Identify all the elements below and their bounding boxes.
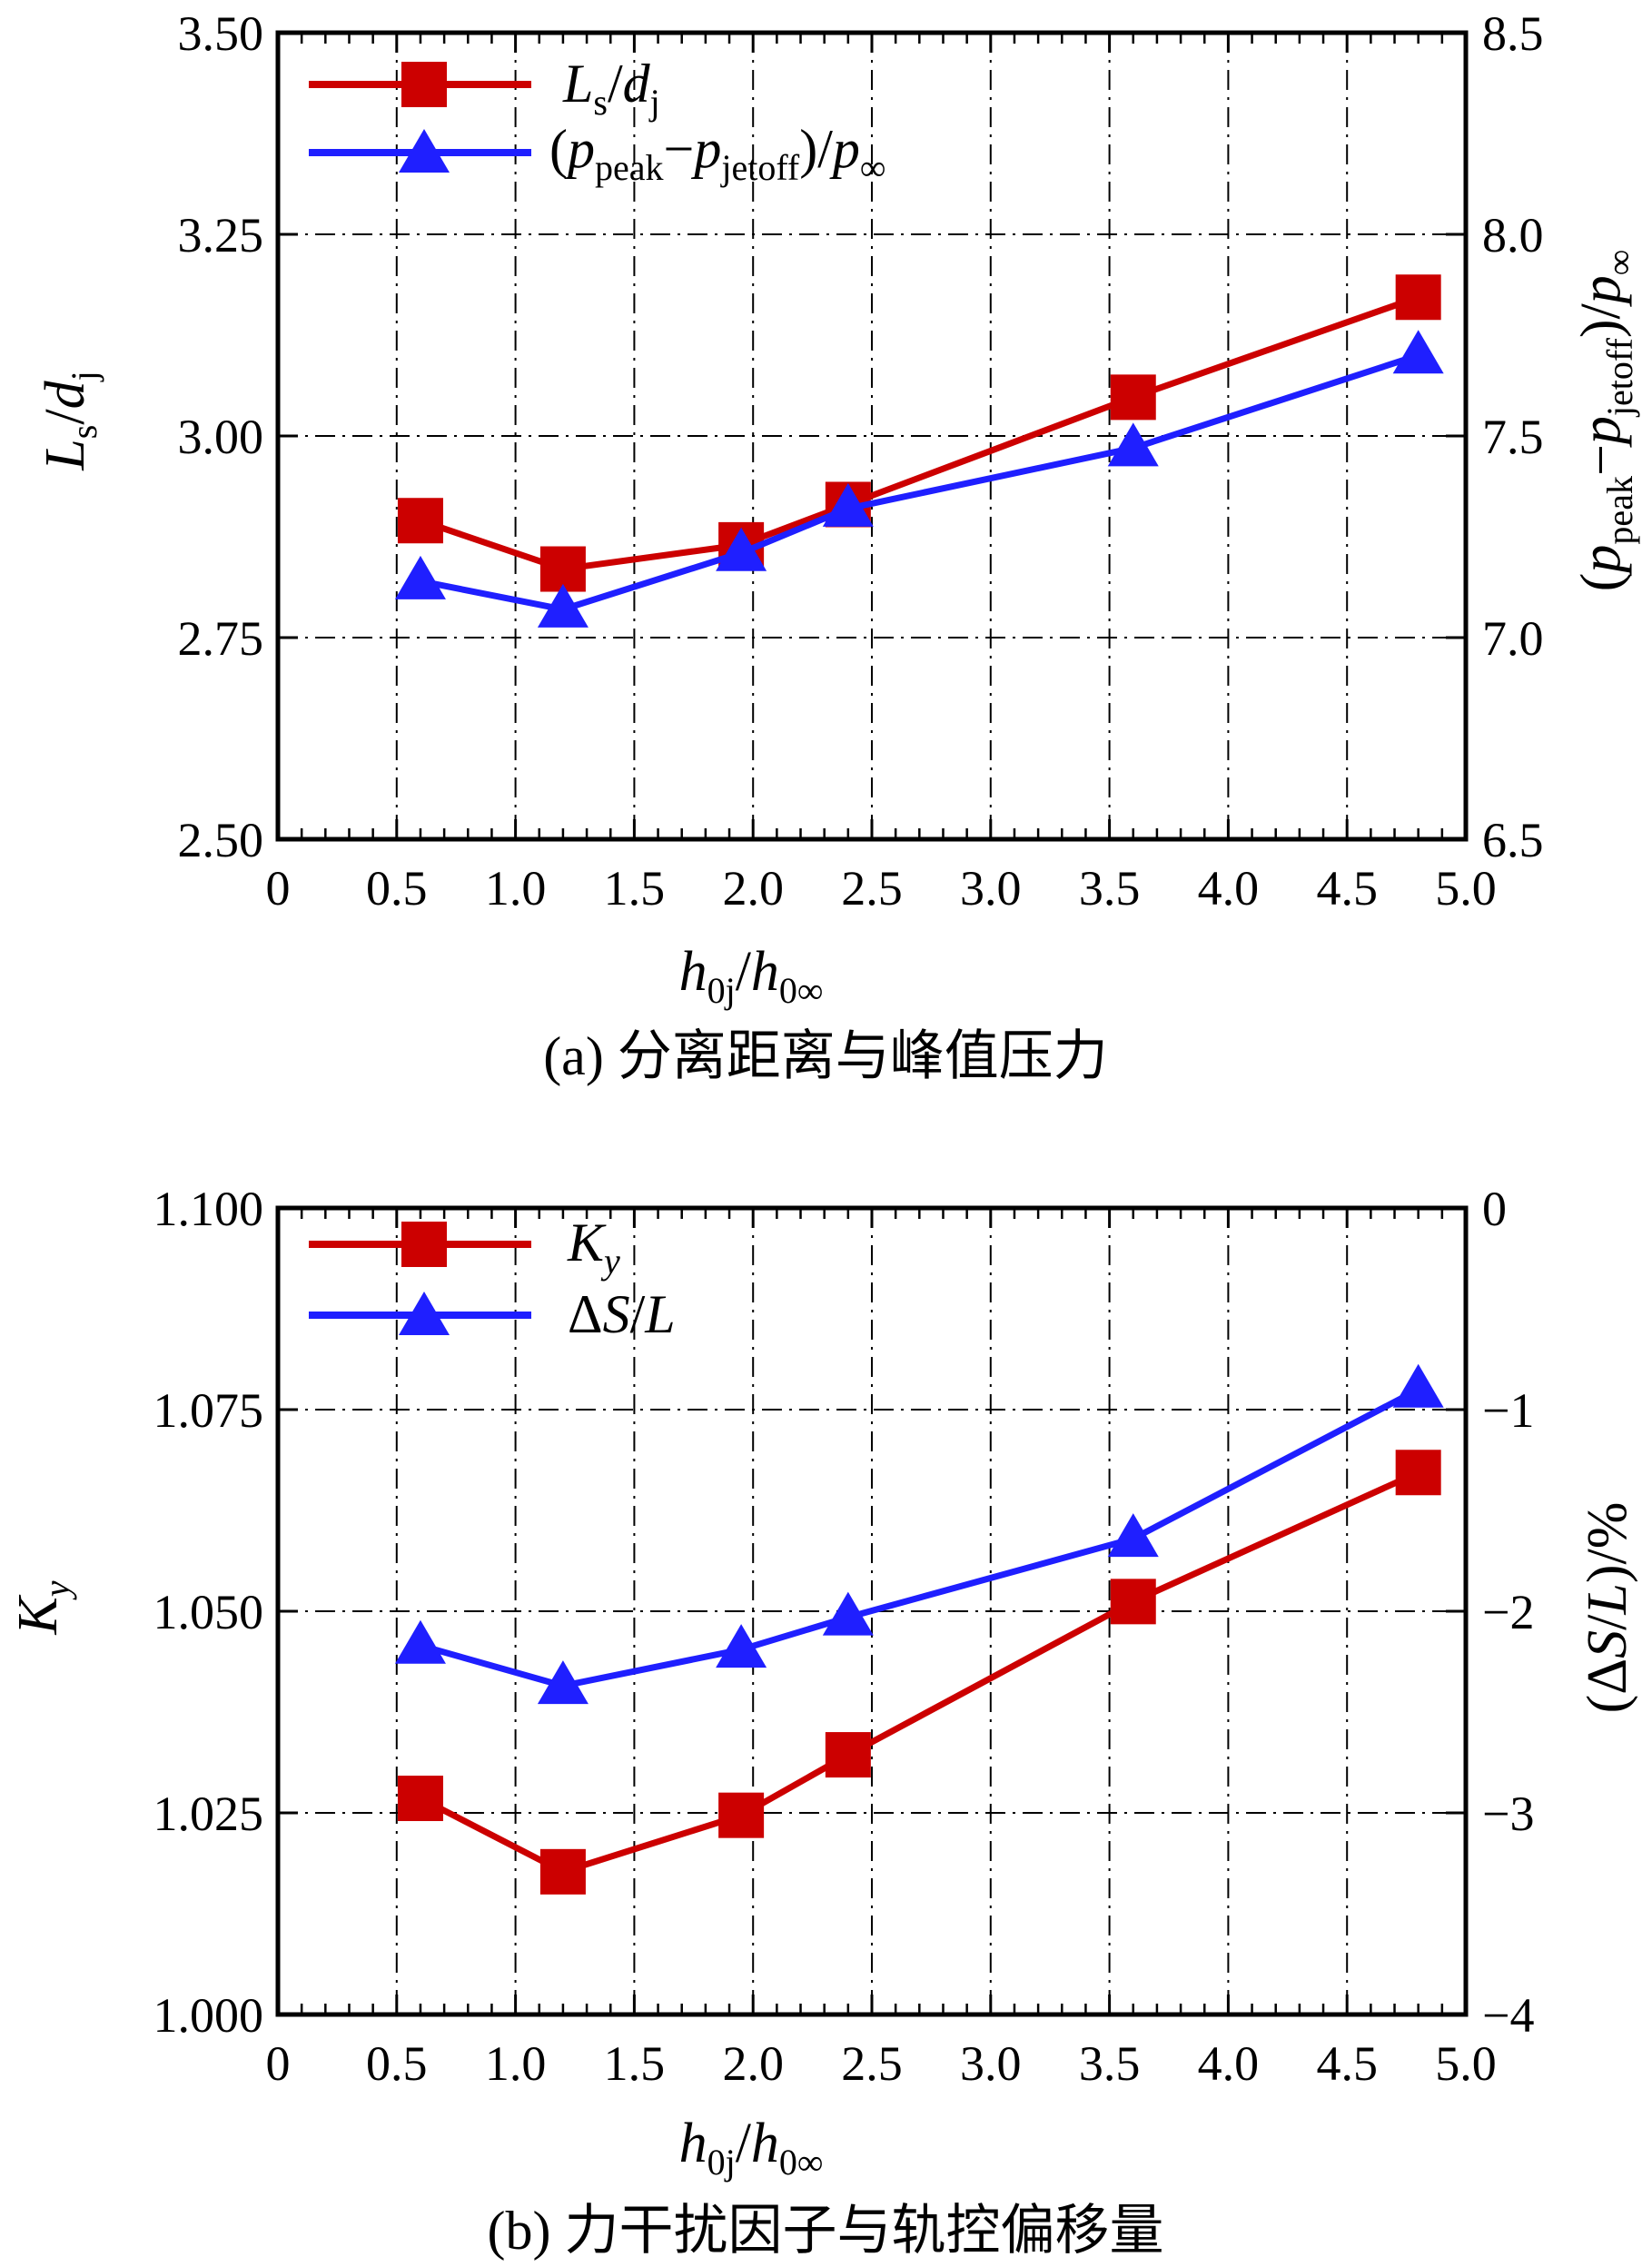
legend-b: Ky ΔS/L xyxy=(309,1213,676,1344)
y-tick-label-left-b: 1.025 xyxy=(153,1787,264,1841)
ticks-b: 0 0.5 1.0 1.5 2.0 2.5 3.0 3.5 4.0 4.5 5.0 1.000 1.02… xyxy=(153,1182,1535,2091)
data-point-triangle-a xyxy=(1107,422,1159,467)
x-tick-label-b: 2.0 xyxy=(722,2036,784,2091)
data-point-square-a xyxy=(1110,374,1156,421)
legend-marker-square-a xyxy=(401,62,447,107)
series-line-a-2 xyxy=(420,351,1420,613)
y-tick-label-right-b: −2 xyxy=(1482,1585,1534,1639)
data-point-triangle-b xyxy=(822,1591,874,1636)
x-tick-label-a: 2.5 xyxy=(841,861,903,916)
x-tick-label-b: 4.5 xyxy=(1316,2036,1378,2091)
legend-label-a-2: (ppeak−pjetoff)/p∞ xyxy=(549,119,885,188)
y-tick-label-right-b: −3 xyxy=(1482,1787,1534,1841)
x-tick-label-a: 4.5 xyxy=(1316,861,1378,916)
data-point-square-b xyxy=(718,1792,765,1838)
x-tick-label-b: 3.5 xyxy=(1079,2036,1141,2091)
caption-b: (b) 力干扰因子与轨控偏移量 xyxy=(488,2201,1164,2261)
data-point-triangle-a xyxy=(1392,330,1444,374)
y-tick-label-right-a: 6.5 xyxy=(1482,813,1544,867)
y-axis-label-right-b: (ΔS/L)/% xyxy=(1577,1502,1638,1714)
data-point-square-b xyxy=(539,1848,586,1895)
series-line-a-1 xyxy=(419,293,1420,573)
y-tick-label-left-a: 3.50 xyxy=(178,6,264,61)
data-point-triangle-a xyxy=(716,527,767,571)
x-tick-label-a: 1.0 xyxy=(485,861,547,916)
x-tick-label-b: 4.0 xyxy=(1198,2036,1260,2091)
series-line-b-2 xyxy=(420,1386,1420,1689)
y-axis-label-right-a: (ppeak−pjetoff)/p∞ xyxy=(1570,250,1640,591)
x-tick-label-a: 4.0 xyxy=(1198,861,1260,916)
data-point-triangle-b xyxy=(394,1619,446,1664)
y-tick-label-right-b: −1 xyxy=(1482,1383,1534,1438)
series-line-b-1 xyxy=(419,1470,1420,1876)
data-point-triangle-b xyxy=(537,1660,589,1705)
grid-b xyxy=(278,1208,1466,2015)
y-tick-label-left-a: 3.25 xyxy=(178,208,264,262)
x-tick-label-b: 1.0 xyxy=(485,2036,547,2091)
y-tick-label-left-a: 2.50 xyxy=(178,813,264,867)
x-tick-label-a: 0 xyxy=(266,861,291,916)
legend-marker-square-b xyxy=(401,1222,447,1267)
y-tick-label-left-b: 1.100 xyxy=(153,1182,264,1236)
y-tick-label-right-a: 7.0 xyxy=(1482,611,1544,666)
data-point-square-b xyxy=(1395,1450,1441,1496)
data-point-triangle-a xyxy=(394,555,446,599)
data-point-square-b xyxy=(397,1776,443,1822)
legend-label-b-2: ΔS/L xyxy=(568,1284,676,1344)
x-tick-label-b: 3.0 xyxy=(960,2036,1022,2091)
data-point-square-a xyxy=(397,498,443,544)
x-tick-label-a: 1.5 xyxy=(604,861,666,916)
legend-label-b-1: Ky xyxy=(567,1213,620,1282)
legend-marker-triangle-b xyxy=(399,1292,450,1335)
y-tick-label-left-a: 3.00 xyxy=(178,410,264,464)
x-tick-label-b: 0 xyxy=(266,2036,291,2091)
y-tick-label-left-b: 1.075 xyxy=(153,1383,264,1438)
x-tick-label-b: 0.5 xyxy=(366,2036,428,2091)
data-point-triangle-b xyxy=(1107,1513,1159,1558)
x-tick-label-a: 3.5 xyxy=(1079,861,1141,916)
y-tick-label-right-a: 8.0 xyxy=(1482,208,1544,262)
data-point-triangle-a xyxy=(537,583,589,628)
y-tick-label-right-a: 7.5 xyxy=(1482,410,1544,464)
y-axis-label-left-b: Ky xyxy=(7,1580,77,1635)
grid-a xyxy=(278,33,1466,839)
x-tick-label-b: 5.0 xyxy=(1435,2036,1497,2091)
y-tick-label-right-b: −4 xyxy=(1482,1988,1534,2043)
legend-marker-triangle-a xyxy=(399,129,450,173)
ticks-a: 0 0.5 1.0 1.5 2.0 2.5 3.0 3.5 4.0 4.5 5.0 2.50 2.75 3… xyxy=(178,6,1544,916)
data-point-triangle-a xyxy=(822,482,874,527)
data-point-square-b xyxy=(1110,1579,1156,1625)
x-tick-label-b: 2.5 xyxy=(841,2036,903,2091)
caption-a: (a) 分离距离与峰值压力 xyxy=(543,1026,1108,1086)
panel-b: 0 0.5 1.0 1.5 2.0 2.5 3.0 3.5 4.0 4.5 5.0 1.000 1.02… xyxy=(7,1182,1638,2261)
x-tick-label-a: 5.0 xyxy=(1435,861,1497,916)
x-axis-label-b: h0j/h0∞ xyxy=(679,2113,824,2183)
y-axis-label-left-a: Ls/dj xyxy=(35,371,104,470)
series-b xyxy=(394,1363,1444,1895)
series-a xyxy=(394,274,1444,628)
x-axis-label-a: h0j/h0∞ xyxy=(679,941,824,1011)
x-tick-label-a: 2.0 xyxy=(722,861,784,916)
data-point-square-b xyxy=(825,1732,871,1778)
legend-label-a-1: Ls/dj xyxy=(562,54,660,123)
x-tick-label-b: 1.5 xyxy=(604,2036,666,2091)
data-point-square-a xyxy=(1395,274,1441,321)
y-tick-label-right-a: 8.5 xyxy=(1482,6,1544,61)
data-point-triangle-b xyxy=(1392,1363,1444,1408)
panel-a: 0 0.5 1.0 1.5 2.0 2.5 3.0 3.5 4.0 4.5 5.0 2.50 2.75 3… xyxy=(35,6,1640,1086)
x-tick-label-a: 3.0 xyxy=(960,861,1022,916)
x-tick-label-a: 0.5 xyxy=(366,861,428,916)
y-tick-label-left-b: 1.050 xyxy=(153,1585,264,1639)
data-point-triangle-b xyxy=(716,1624,767,1668)
legend-a: Ls/dj (ppeak−pjetoff)/p∞ xyxy=(309,54,885,188)
y-tick-label-left-a: 2.75 xyxy=(178,611,264,666)
y-tick-label-left-b: 1.000 xyxy=(153,1988,264,2043)
y-tick-label-right-b: 0 xyxy=(1482,1182,1507,1236)
